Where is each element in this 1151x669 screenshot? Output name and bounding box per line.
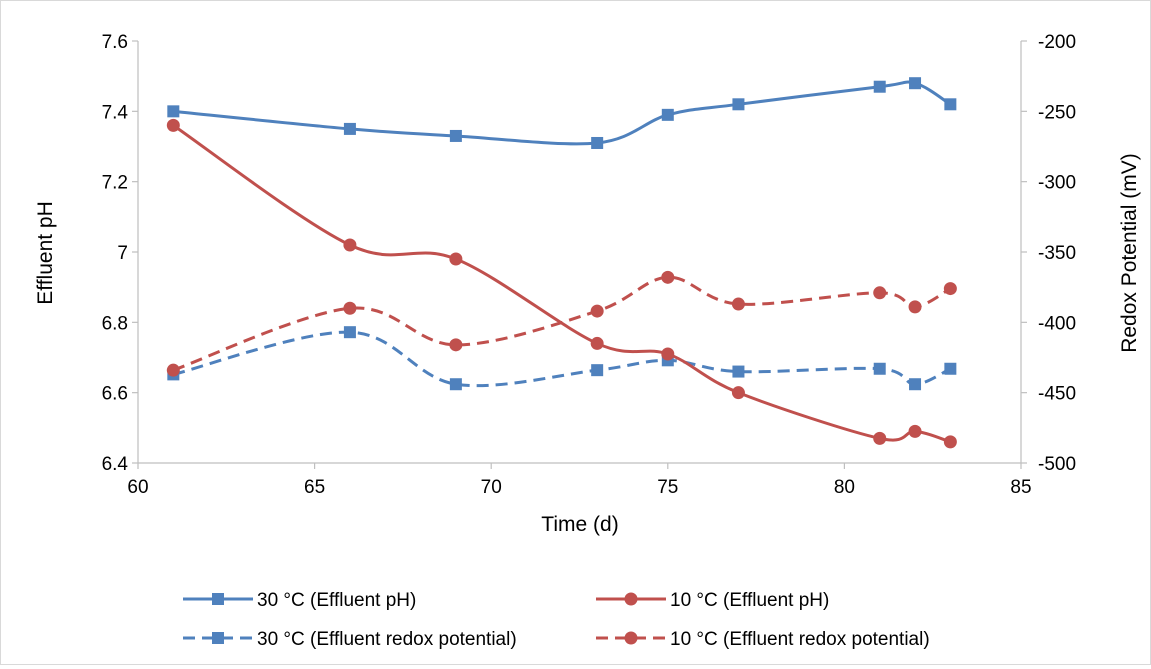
legend-item: 10 °C (Effluent pH) [596,590,829,611]
legend-item: 30 °C (Effluent pH) [183,590,416,611]
x-tick-label: 80 [834,477,855,498]
series-line [172,330,952,388]
series-layer [166,77,957,449]
legend-marker [212,632,224,644]
data-point [909,378,922,391]
data-point [449,378,462,391]
data-point [873,80,886,93]
y-tick-label: 7.4 [102,102,129,123]
data-point [731,386,745,400]
data-point [167,105,180,118]
legend-item: 10 °C (Effluent redox potential) [596,629,930,650]
x-axis-title: Time (d) [541,513,618,536]
series-group-1 [167,77,957,149]
data-point [343,301,357,315]
data-point [661,270,675,284]
data-point [732,98,745,111]
y2-axis-title: Redox Potential (mV) [1118,153,1141,353]
data-point [909,77,922,90]
y-tick-label: 7 [117,243,128,264]
data-point [873,286,887,300]
y-axis-title: Effluent pH [34,201,57,305]
legend-marker [212,593,224,605]
series-group-2 [166,118,957,449]
data-point [908,300,922,314]
y2-tick-label: -200 [1038,32,1076,53]
data-point [661,347,675,361]
legend-label: 10 °C (Effluent pH) [670,590,829,611]
data-point [343,326,356,339]
data-point [449,338,463,352]
data-point [944,362,957,375]
series-line [172,275,952,372]
data-point [166,118,180,132]
y2-tick-label: -300 [1038,173,1076,194]
series-group-4 [166,270,957,377]
y-tick-label: 7.6 [102,32,128,53]
series-line [173,80,952,146]
x-tick-label: 75 [657,477,678,498]
data-point [731,297,745,311]
legend-label: 10 °C (Effluent redox potential) [670,629,930,650]
legend-label: 30 °C (Effluent redox potential) [257,629,517,650]
data-point [343,122,356,135]
y-tick-label: 6.8 [102,313,128,334]
data-point [873,362,886,375]
y2-tick-label: -400 [1038,313,1076,334]
legend-marker [624,631,638,645]
x-tick-label: 60 [127,477,148,498]
data-point [590,336,604,350]
data-point [732,365,745,378]
data-point [449,252,463,266]
legend-item: 30 °C (Effluent redox potential) [183,629,517,650]
y2-tick-label: -250 [1038,102,1076,123]
data-point [944,98,957,111]
y2-tick-label: -500 [1038,454,1076,475]
legend-label: 30 °C (Effluent pH) [257,590,416,611]
y2-tick-label: -450 [1038,384,1076,405]
data-point [343,238,357,252]
y-tick-label: 7.2 [102,173,128,194]
series-group-3 [167,326,957,391]
data-point [661,108,674,121]
legend-marker [624,592,638,606]
y-tick-label: 6.6 [102,384,128,405]
data-point [590,304,604,318]
axes-layer: 60 65 70 75 80 85 6.4 6.6 6.8 7 7.2 7.4 7.6 -500 -450 -… [102,32,1076,498]
data-point [449,129,462,142]
data-point [873,431,887,445]
x-tick-label: 85 [1010,477,1031,498]
series-line [172,124,951,444]
x-tick-label: 70 [481,477,502,498]
data-point [166,363,180,377]
legend: 30 °C (Effluent pH) 10 °C (Effluent pH) 30… [183,590,930,650]
y2-tick-label: -350 [1038,243,1076,264]
data-point [908,424,922,438]
data-point [591,136,604,149]
data-point [591,364,604,377]
y-tick-label: 6.4 [102,454,129,475]
data-point [943,282,957,296]
data-point [943,435,957,449]
x-tick-label: 65 [304,477,325,498]
